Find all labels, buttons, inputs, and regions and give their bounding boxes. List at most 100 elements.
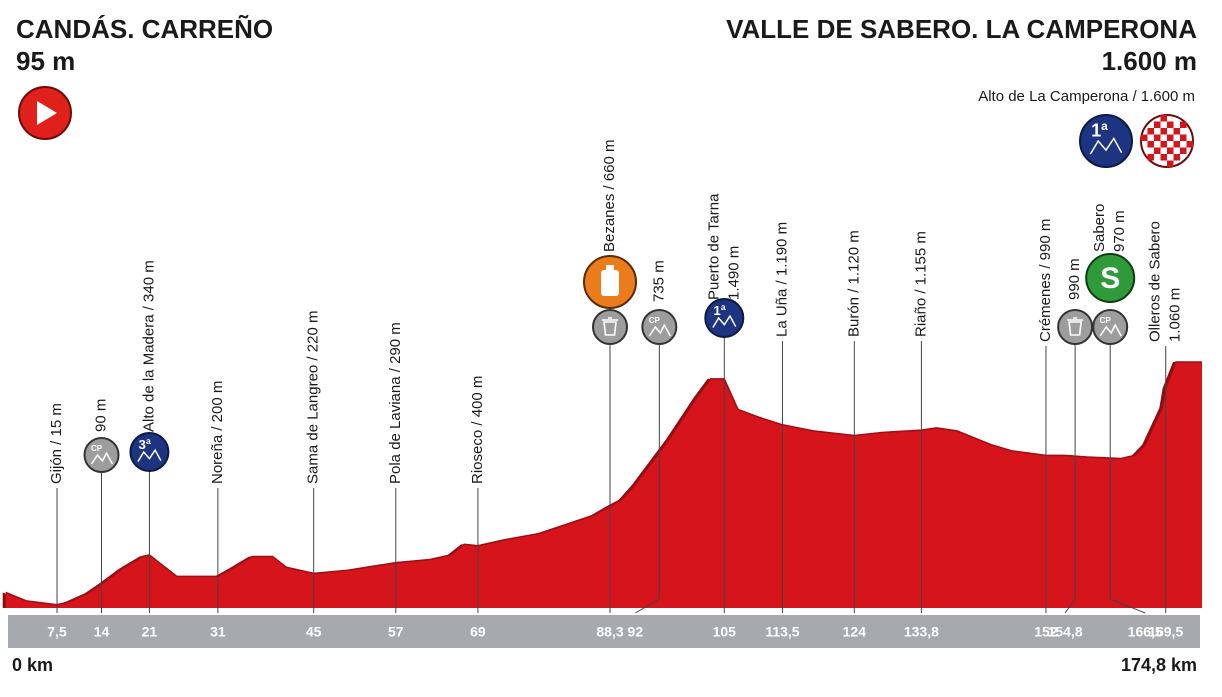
climb-category: 1ª [713,303,725,318]
km-label: 21 [142,624,158,640]
flag-square [1167,121,1174,128]
place-label: Gijón / 15 m [48,403,65,484]
km-label: 105 [713,624,737,640]
km-label: 14 [94,624,110,640]
place-label: Alto de la Madera / 340 m [140,260,157,432]
mountain [137,448,162,462]
flag-square [1147,128,1154,135]
icon-cp: CP [83,437,120,473]
km-label: 152 [1034,624,1058,640]
flag-square [1160,141,1167,148]
mountain [648,323,671,337]
marker-line [1064,345,1076,614]
icon-climb: 1ª [704,298,745,338]
km-label: 45 [306,624,322,640]
flag-square [1173,128,1180,135]
km-label: 57 [388,624,404,640]
km-end: 174,8 km [1121,655,1197,675]
finish-altitude: 1.600 m [1102,46,1197,76]
icon-climb: 3ª [129,432,170,472]
place-label: 735 m [650,260,667,302]
place-label: 90 m [92,399,109,432]
place-label: Burón / 1.120 m [845,230,862,337]
marker-line [1109,345,1146,614]
play-symbol [37,101,57,125]
icon-cp: CP [641,309,678,345]
flag-square [1173,154,1180,161]
place-label: Sama de Langreo / 220 m [305,311,322,484]
flag-square [1180,121,1187,128]
cp-icon [83,437,120,473]
km-label: 31 [210,624,226,640]
place-label: Riaño / 1.155 m [912,231,929,337]
sprint-icon [1085,253,1136,303]
flag-square [1141,134,1148,141]
icon-climb: 1ª [1079,114,1133,168]
km-label: 124 [843,624,867,640]
km-label: 69 [470,624,486,640]
place-label: Sabero [1091,204,1108,252]
profile-area [5,362,1203,608]
place-label: Crémenes / 990 m [1037,219,1054,342]
finish-name: VALLE DE SABERO. LA CAMPERONA [726,14,1197,44]
cp-label: CP [1100,316,1112,325]
marker-line [635,345,660,614]
place-label: Pola de Laviana / 290 m [387,322,404,484]
km-label: 169,5 [1148,624,1183,640]
climb-category: 1ª [1091,121,1108,141]
icon-bottle [583,255,638,309]
icon-cp: CP [1092,309,1129,345]
flag-square [1147,154,1154,161]
bottle-symbol [601,270,620,296]
bin-symbol [1067,317,1084,336]
flag-square [1154,147,1161,154]
flag-square [1167,147,1174,154]
km-start: 0 km [12,655,53,675]
bin-icon [1057,309,1094,345]
place-label: Noreña / 200 m [209,381,226,484]
icon-bin [1057,309,1094,345]
finish-climb: Alto de La Camperona / 1.600 m [978,88,1195,105]
start-name: CANDÁS. CARREÑO [16,14,273,44]
bottle-cap [606,265,615,270]
km-label: 166,5 [1128,624,1163,640]
flag-square [1186,141,1193,148]
flag-square [1160,128,1167,135]
flag-square [1154,134,1161,141]
km-label: 133,8 [904,624,939,640]
flag-square [1167,134,1174,141]
cp-label: CP [649,316,661,325]
place-label: Rioseco / 400 m [469,376,486,484]
climb-icon [704,298,745,338]
climb-icon [129,432,170,472]
place-label: Bezanes / 660 m [601,139,618,252]
km-band [8,615,1200,648]
cp-icon [1092,309,1129,345]
icon-flag [1140,114,1194,168]
place-label: 1.060 m [1167,288,1184,342]
icon-bin [592,309,629,345]
km-label: 88,3 [596,624,623,640]
km-label: 113,5 [765,624,799,640]
bin-symbol [602,317,619,336]
sprint-label: S [1100,262,1120,295]
icon-start [18,86,72,140]
bin-icon [592,309,629,345]
flag-square [1180,147,1187,154]
cp-icon [641,309,678,345]
flag-square [1154,121,1161,128]
place-label: 970 m [1111,210,1128,252]
place-label: Puerto de Tarna [705,193,722,300]
flag-square [1173,141,1180,148]
start-altitude: 95 m [16,46,75,76]
km-label: 7,5 [47,624,67,640]
place-label: La Uña / 1.190 m [773,222,790,337]
mountain [712,314,737,328]
climb-category: 3ª [139,437,151,452]
flag-square [1167,160,1174,167]
cp-label: CP [91,444,103,453]
km-label: 154,8 [1048,624,1083,640]
place-label: 1.490 m [725,246,742,300]
mountain [1089,136,1123,155]
